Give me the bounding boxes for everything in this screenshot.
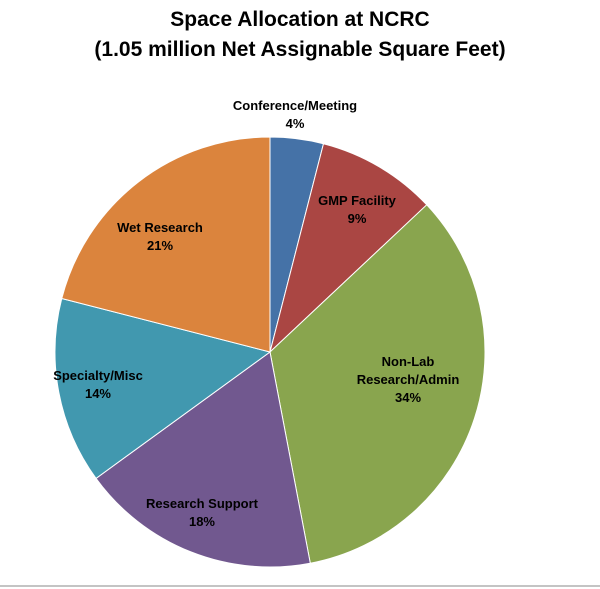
value-label: 18%	[188, 514, 216, 529]
value-label: 21%	[146, 238, 174, 253]
chart-title: Space Allocation at NCRC	[170, 8, 430, 31]
value-label: 14%	[84, 386, 112, 401]
value-label: 4%	[285, 116, 305, 131]
slice-label: Specialty/Misc 14%	[53, 367, 143, 403]
category-name: Non-Lab Research/Admin	[356, 354, 460, 387]
slice-label: Conference/Meeting 4%	[233, 97, 357, 133]
slice-label: Wet Research 21%	[117, 219, 203, 255]
slice-label: Research Support 18%	[146, 495, 258, 531]
pie-slice	[269, 204, 486, 564]
category-name: GMP Facility	[318, 193, 396, 208]
slice-label: Non-Lab Research/Admin 34%	[353, 353, 463, 407]
chart-subtitle: (1.05 million Net Assignable Square Feet…	[94, 38, 506, 61]
value-label: 9%	[347, 211, 367, 226]
pie-slice	[95, 351, 311, 568]
pie-slice	[269, 143, 428, 354]
value-label: 34%	[394, 390, 422, 405]
pie-slice	[54, 297, 272, 480]
category-name: Specialty/Misc	[53, 368, 143, 383]
slice-label: GMP Facility 9%	[318, 192, 396, 228]
category-name: Wet Research	[117, 220, 203, 235]
category-name: Conference/Meeting	[232, 98, 358, 113]
pie-slice	[61, 136, 271, 353]
category-name: Research Support	[146, 496, 258, 511]
